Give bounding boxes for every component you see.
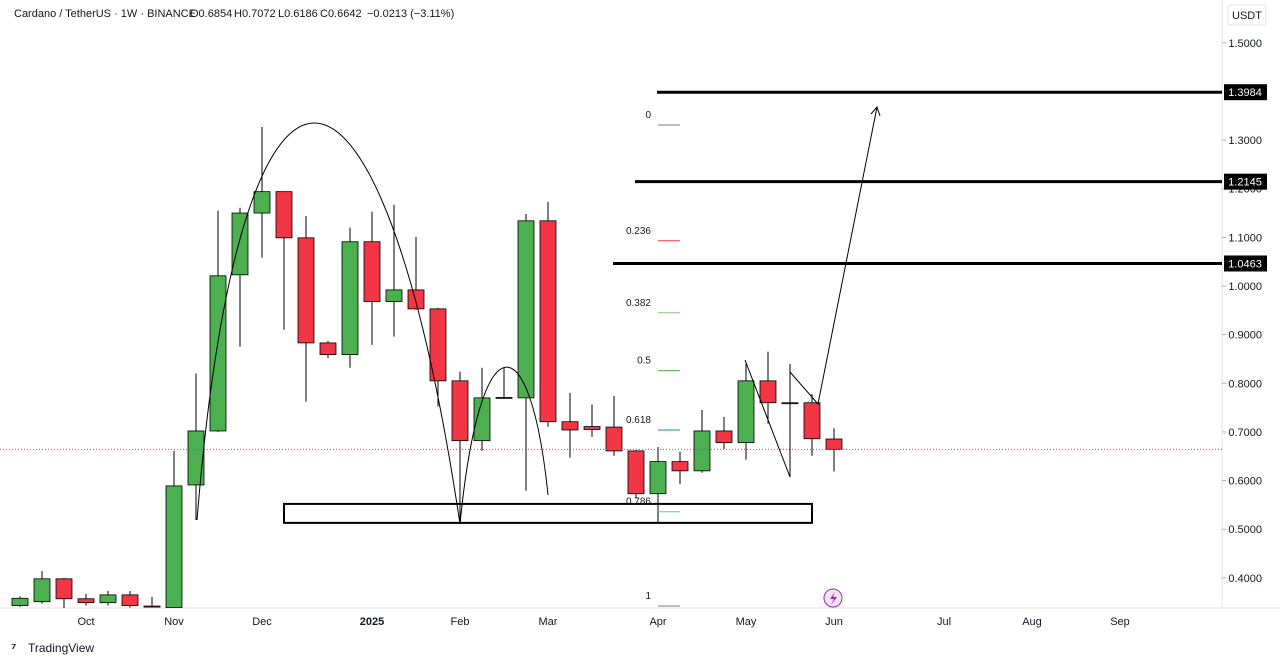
- cup-drawing: [196, 122, 461, 525]
- x-tick-label: Aug: [1022, 616, 1042, 628]
- ohlc-values: O0.6854 H0.7072 L0.6186 C0.6642 −0.0213 (−3.…: [190, 8, 454, 20]
- symbol-title: Cardano / TetherUS · 1W · BINANCE: [14, 8, 196, 20]
- x-tick-label: Sep: [1110, 616, 1130, 628]
- currency: USDT: [1232, 10, 1262, 22]
- candle-body: [473, 397, 491, 442]
- candle-body: [539, 220, 557, 423]
- candle-body: [649, 461, 667, 495]
- footer-brand: TradingView: [28, 641, 94, 655]
- ohlc-value: −0.0213 (−3.11%): [367, 8, 454, 20]
- fib-label: 1: [645, 591, 651, 602]
- y-tick-label: 1.3000: [1228, 135, 1262, 147]
- level-label: 1.2145: [1228, 177, 1262, 189]
- y-tick-label: 0.8000: [1228, 378, 1262, 390]
- candle-body: [319, 342, 337, 355]
- candle-body: [11, 597, 29, 606]
- y-tick-label: 0.6000: [1228, 476, 1262, 488]
- handle-drawing: [459, 366, 549, 525]
- candle-body: [429, 308, 447, 382]
- currency-box[interactable]: [1227, 4, 1267, 26]
- fib-label: 0.786: [626, 497, 651, 508]
- x-tick-label: Dec: [252, 616, 272, 628]
- support-zone: [283, 502, 813, 524]
- plot-area: 0.4000 0.5000 0.6000 0.7000 0.8000 0.9000 1.00…: [0, 38, 1267, 628]
- candle-body: [803, 402, 821, 440]
- candle-body: [517, 220, 535, 399]
- y-tick-label: 1.0000: [1228, 281, 1262, 293]
- candle-body: [671, 461, 689, 472]
- y-tick-label: 1.5000: [1228, 38, 1262, 50]
- candle-body: [33, 578, 51, 603]
- y-tick-label: 1.1000: [1228, 232, 1262, 244]
- x-tick-label: 2025: [360, 616, 384, 628]
- candle-body: [77, 598, 95, 604]
- level-label-box: [1224, 255, 1267, 272]
- candle-body: [715, 430, 733, 444]
- fib-label: 0.236: [626, 226, 651, 237]
- candle-body: [55, 578, 73, 600]
- candle-body: [605, 426, 623, 452]
- x-tick-label: May: [736, 616, 757, 628]
- candle-body: [187, 430, 205, 486]
- candle-body: [385, 289, 403, 302]
- fib-label: 0.382: [626, 298, 651, 309]
- candle-body: [121, 594, 139, 606]
- candle-body: [231, 212, 249, 276]
- ohlc-value: H0.7072: [234, 8, 276, 20]
- event-icon-bolt: [830, 592, 837, 605]
- x-tick-label: Nov: [164, 616, 184, 628]
- y-tick-label: 0.4000: [1228, 573, 1262, 585]
- candle-body: [275, 191, 293, 239]
- ohlc-value: O0.6854: [190, 8, 232, 20]
- candle-body: [253, 191, 271, 214]
- candle-body: [209, 275, 227, 432]
- projection-drawing: [744, 106, 878, 478]
- candle-body: [99, 594, 117, 604]
- candle-body: [495, 396, 513, 399]
- candle-body: [407, 289, 425, 310]
- candle-body: [825, 438, 843, 450]
- candle-body: [297, 237, 315, 344]
- x-tick-label: Feb: [451, 616, 470, 628]
- level-label: 1.0463: [1228, 258, 1262, 270]
- x-tick-label: Jun: [825, 616, 843, 628]
- candle-body: [737, 380, 755, 444]
- ohlc-value: C0.6642: [320, 8, 362, 20]
- candle-body: [693, 430, 711, 472]
- candle-body: [583, 426, 601, 430]
- y-tick-label: 0.9000: [1228, 330, 1262, 342]
- fib-label: 0.5: [637, 356, 651, 367]
- candle-body: [165, 485, 183, 608]
- fib-label: 0: [645, 110, 651, 121]
- y-tick-label: 0.7000: [1228, 427, 1262, 439]
- y-tick-label: 0.5000: [1228, 524, 1262, 536]
- x-tick-label: Oct: [77, 616, 94, 628]
- candle-body: [363, 241, 381, 302]
- candle-body: [759, 380, 777, 404]
- candle-body: [341, 241, 359, 355]
- x-tick-label: Apr: [649, 616, 666, 628]
- logo-mark: ⁷: [11, 640, 16, 655]
- ohlc-value: L0.6186: [278, 8, 318, 20]
- candle-body: [451, 380, 469, 442]
- candle-body: [561, 421, 579, 431]
- candle-body: [143, 605, 161, 608]
- candle-body: [627, 450, 645, 495]
- arrow-head: [870, 106, 881, 117]
- x-tick-label: Mar: [539, 616, 558, 628]
- x-tick-label: Jul: [937, 616, 951, 628]
- fib-label: 0.618: [626, 415, 651, 426]
- level-label-box: [1224, 173, 1267, 190]
- level-label-box: [1224, 84, 1267, 101]
- level-label: 1.3984: [1228, 87, 1262, 99]
